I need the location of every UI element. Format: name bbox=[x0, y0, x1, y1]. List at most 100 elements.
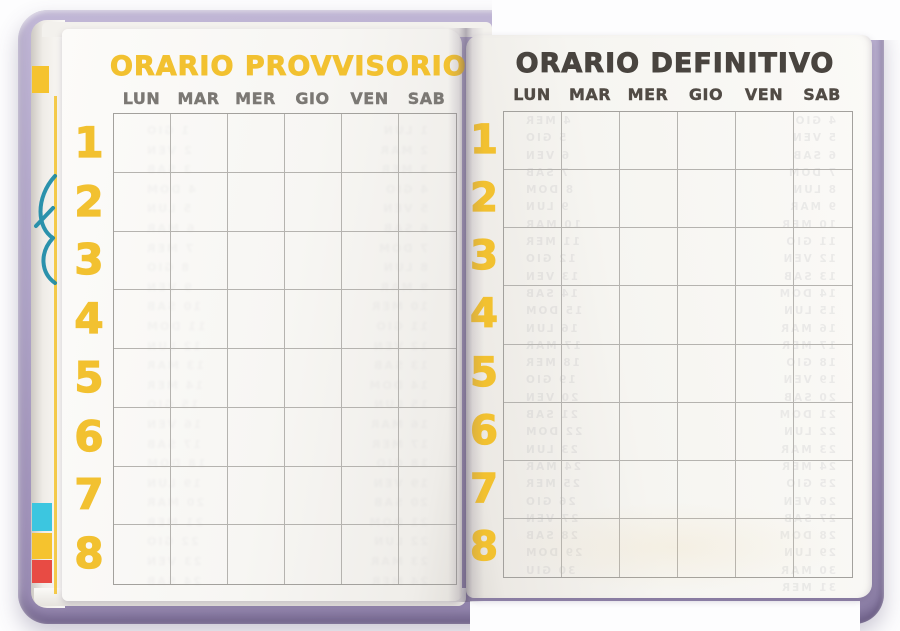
schedule-cell bbox=[620, 286, 678, 345]
schedule-cell bbox=[736, 228, 794, 287]
day-header: LUN bbox=[513, 85, 551, 104]
page-title: ORARIO DEFINITIVO bbox=[515, 48, 835, 80]
ghost-line: 28 DOM 28 SAB bbox=[496, 530, 864, 547]
period-number: 2 bbox=[74, 176, 105, 226]
schedule-cell bbox=[399, 232, 456, 291]
yellow-tab-icon bbox=[32, 66, 49, 93]
schedule-cell bbox=[678, 228, 736, 287]
schedule-cell bbox=[678, 112, 736, 171]
period-number: 4 bbox=[469, 291, 498, 338]
day-header-row: LUN MAR MER GIO VEN SAB bbox=[113, 89, 455, 108]
schedule-cell bbox=[171, 290, 228, 349]
schedule-cell bbox=[228, 172, 285, 232]
cyan-tab-icon bbox=[32, 503, 52, 531]
ghost-line-part: 29 DOM bbox=[524, 547, 583, 560]
schedule-cell bbox=[678, 460, 736, 519]
schedule-cell bbox=[399, 349, 456, 408]
schedule-cell bbox=[342, 231, 399, 291]
schedule-cell bbox=[504, 518, 562, 577]
day-header: MER bbox=[627, 85, 669, 104]
schedule-cell bbox=[794, 286, 852, 345]
schedule-cell bbox=[114, 525, 171, 584]
schedule-cell bbox=[620, 460, 678, 519]
schedule-cell bbox=[678, 344, 736, 403]
schedule-cell bbox=[736, 286, 794, 345]
timetable-grid bbox=[503, 111, 853, 578]
period-number: 5 bbox=[74, 352, 105, 402]
schedule-cell bbox=[504, 460, 562, 519]
schedule-cell bbox=[620, 112, 678, 171]
day-header: VEN bbox=[350, 89, 389, 108]
schedule-cell bbox=[736, 460, 794, 519]
day-header: VEN bbox=[744, 85, 784, 104]
schedule-cell bbox=[678, 286, 736, 345]
page-orario-provvisorio: 1 LUN 1 GIO 2 MAR 2 VEN 3 MER 3 SAB 4 GIO 4 DOM… bbox=[62, 29, 467, 601]
schedule-cell bbox=[620, 344, 678, 403]
schedule-cell bbox=[114, 231, 171, 291]
schedule-cell bbox=[504, 228, 562, 287]
schedule-cell bbox=[678, 518, 736, 577]
schedule-cell bbox=[794, 461, 852, 519]
schedule-cell bbox=[399, 114, 456, 173]
schedule-cell bbox=[504, 286, 562, 345]
schedule-cell bbox=[171, 466, 228, 526]
schedule-cell bbox=[285, 349, 342, 408]
day-header: MAR bbox=[568, 85, 612, 104]
day-header: SAB bbox=[407, 89, 446, 108]
schedule-cell bbox=[228, 114, 285, 173]
day-header-row: LUN MAR MER GIO VEN SAB bbox=[503, 85, 851, 104]
schedule-cell bbox=[562, 460, 620, 519]
schedule-cell bbox=[504, 344, 562, 403]
schedule-cell bbox=[228, 466, 285, 526]
timetable-grid bbox=[113, 113, 457, 585]
schedule-cell bbox=[620, 170, 678, 229]
period-number: 7 bbox=[74, 470, 105, 520]
schedule-cell bbox=[171, 172, 228, 232]
schedule-cell bbox=[736, 518, 794, 577]
schedule-cell bbox=[794, 403, 852, 461]
schedule-cell bbox=[171, 407, 228, 467]
schedule-cell bbox=[794, 112, 852, 171]
period-number: 5 bbox=[469, 349, 498, 396]
schedule-cell bbox=[285, 290, 342, 349]
schedule-cell bbox=[285, 525, 342, 584]
schedule-cell bbox=[504, 170, 562, 229]
schedule-cell bbox=[114, 407, 171, 467]
period-number: 6 bbox=[469, 407, 498, 454]
schedule-cell bbox=[171, 349, 228, 408]
schedule-cell bbox=[285, 231, 342, 291]
schedule-cell bbox=[114, 349, 171, 408]
underlying-page-border-line bbox=[54, 96, 57, 594]
schedule-cell bbox=[562, 344, 620, 403]
yellow-tab-icon bbox=[32, 533, 52, 559]
schedule-cell bbox=[114, 466, 171, 526]
schedule-cell bbox=[285, 466, 342, 526]
ghost-line-part: 31 MER bbox=[780, 582, 836, 595]
schedule-cell bbox=[620, 228, 678, 287]
teal-illustration-icon bbox=[33, 168, 59, 292]
schedule-cell bbox=[562, 402, 620, 461]
day-header: MER bbox=[235, 89, 276, 108]
schedule-cell bbox=[342, 114, 399, 173]
schedule-cell bbox=[620, 518, 678, 577]
ghost-line: 31 MER bbox=[496, 582, 864, 599]
day-header: LUN bbox=[122, 89, 161, 108]
day-header: GIO bbox=[295, 89, 330, 108]
schedule-cell bbox=[399, 525, 456, 584]
schedule-cell bbox=[562, 228, 620, 287]
schedule-cell bbox=[114, 290, 171, 349]
schedule-cell bbox=[736, 402, 794, 461]
schedule-cell bbox=[794, 228, 852, 287]
schedule-cell bbox=[399, 173, 456, 232]
schedule-cell bbox=[620, 402, 678, 461]
page-title: ORARIO PROVVISORIO bbox=[110, 51, 467, 83]
period-number-column: 1 2 3 4 5 6 7 8 bbox=[466, 111, 502, 576]
period-number: 7 bbox=[469, 465, 498, 512]
schedule-cell bbox=[342, 290, 399, 349]
schedule-cell bbox=[285, 172, 342, 232]
period-number: 1 bbox=[74, 117, 105, 167]
schedule-cell bbox=[794, 345, 852, 403]
ghost-line: 29 LUN 29 DOM bbox=[496, 547, 864, 564]
schedule-cell bbox=[228, 407, 285, 467]
schedule-cell bbox=[342, 525, 399, 584]
